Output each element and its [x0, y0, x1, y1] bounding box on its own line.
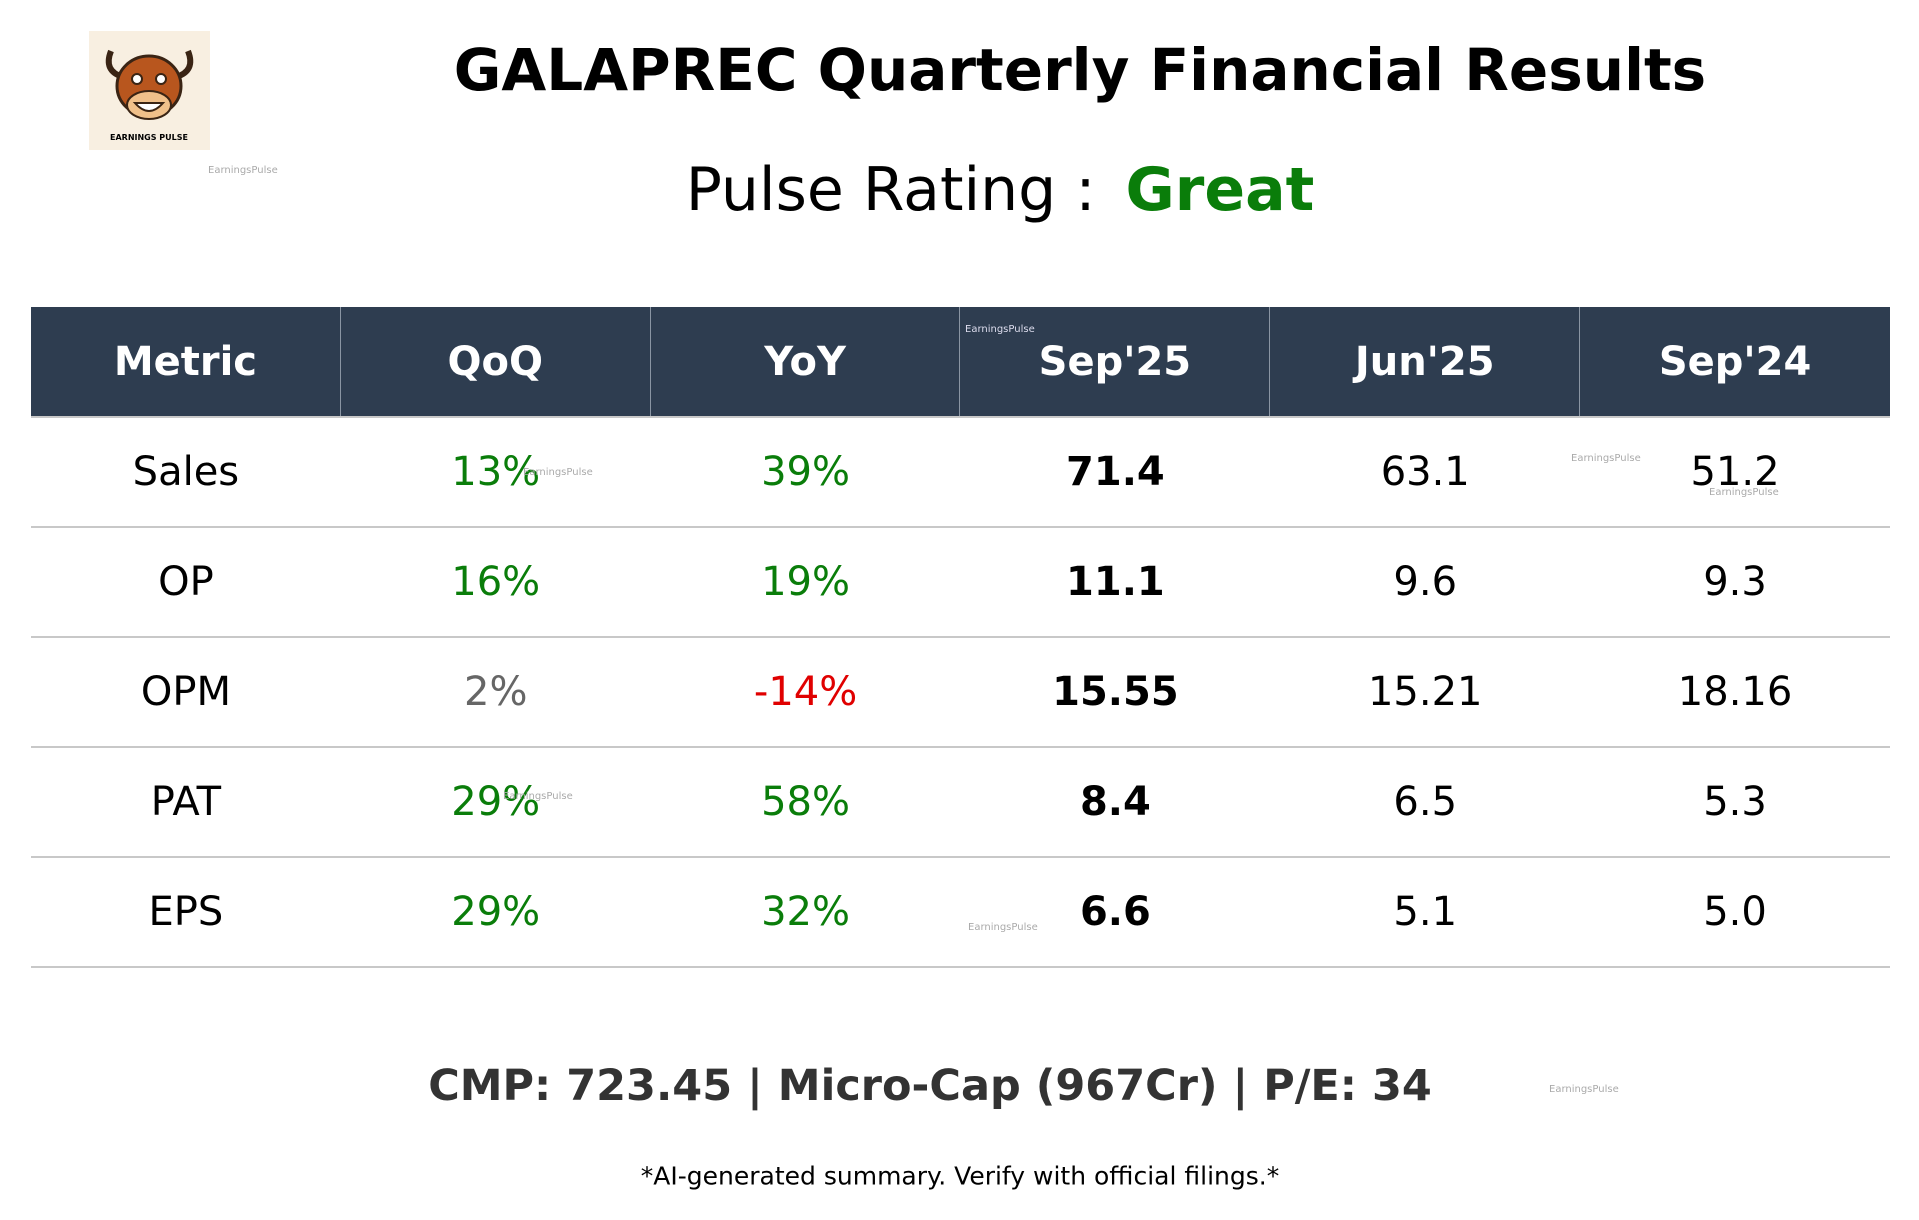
logo: EARNINGS PULSE	[89, 31, 210, 150]
value-cell: 9.3	[1703, 559, 1767, 605]
watermark: EarningsPulse	[1709, 487, 1779, 498]
summary: CMP: 723.45 | Micro-Cap (967Cr) | P/E: 3…	[428, 1061, 1432, 1111]
header-cell: QoQ	[340, 307, 651, 416]
change-cell: 39%	[761, 449, 851, 495]
table-row: EPS 29% 32% 6.6 5.1 5.0	[31, 858, 1890, 966]
row-divider	[31, 966, 1890, 968]
value-cell: 5.1	[1393, 889, 1458, 935]
value-cell: 11.1	[1066, 559, 1165, 605]
disclaimer: *AI-generated summary. Verify with offic…	[640, 1161, 1280, 1191]
value-cell: 5.0	[1703, 889, 1767, 935]
logo-text: EARNINGS PULSE	[110, 133, 188, 142]
header-row: Metric QoQ YoY Sep'25 Jun'25 Sep'24	[31, 307, 1890, 416]
rating-line: Pulse Rating : Great	[686, 155, 1315, 225]
metric-cell: Sales	[132, 449, 240, 495]
watermark: EarningsPulse	[1571, 453, 1641, 464]
metric-cell: OP	[158, 559, 214, 605]
watermark: EarningsPulse	[523, 467, 593, 478]
watermark: EarningsPulse	[208, 165, 278, 176]
metric-cell: EPS	[148, 889, 224, 935]
row-divider	[31, 526, 1890, 528]
row-divider	[31, 636, 1890, 638]
value-cell: 8.4	[1079, 779, 1151, 825]
change-cell: 29%	[451, 779, 541, 825]
value-cell: 15.55	[1052, 669, 1179, 715]
value-cell: 6.5	[1393, 779, 1458, 825]
value-cell: 51.2	[1690, 449, 1780, 495]
results-table: Metric QoQ YoY Sep'25 Jun'25 Sep'24 Sales 13% 39…	[31, 307, 1890, 968]
change-cell: 2%	[464, 669, 528, 715]
row-divider	[31, 416, 1890, 418]
header-cell: Metric	[31, 307, 341, 416]
watermark: EarningsPulse	[503, 791, 573, 802]
value-cell: 15.21	[1367, 669, 1483, 715]
value-cell: 6.6	[1079, 889, 1151, 935]
logo-image: EARNINGS PULSE	[105, 49, 194, 142]
watermark: EarningsPulse	[968, 922, 1038, 933]
metric-cell: OPM	[140, 669, 231, 715]
change-cell: -14%	[753, 669, 858, 715]
table-row: PAT 29% 58% 8.4 6.5 5.3	[31, 748, 1890, 856]
value-cell: 63.1	[1380, 449, 1470, 495]
metric-cell: PAT	[150, 779, 222, 825]
change-cell: 58%	[761, 779, 851, 825]
watermark: EarningsPulse	[965, 324, 1035, 335]
header-cell: Jun'25	[1270, 307, 1581, 416]
change-cell: 16%	[451, 559, 541, 605]
change-cell: 32%	[761, 889, 851, 935]
table-row: Sales 13% 39% 71.4 63.1 51.2	[31, 418, 1890, 526]
value-cell: 9.6	[1393, 559, 1458, 605]
row-divider	[31, 746, 1890, 748]
table-row: OPM 2% -14% 15.55 15.21 18.16	[31, 638, 1890, 746]
rating-label: Pulse Rating :	[685, 155, 1096, 225]
change-cell: 19%	[761, 559, 851, 605]
value-cell: 71.4	[1066, 449, 1165, 495]
header-cell: YoY	[650, 307, 961, 416]
rating-value: Great	[1125, 155, 1315, 225]
header-cell: Sep'25	[960, 307, 1271, 416]
change-cell: 29%	[451, 889, 541, 935]
header-cell: Sep'24	[1580, 307, 1890, 416]
value-cell: 5.3	[1703, 779, 1767, 825]
table-row: OP 16% 19% 11.1 9.6 9.3	[31, 528, 1890, 636]
row-divider	[31, 856, 1890, 858]
title: GALAPREC Quarterly Financial Results	[453, 36, 1707, 104]
watermark: EarningsPulse	[1549, 1084, 1619, 1095]
value-cell: 18.16	[1677, 669, 1793, 715]
change-cell: 13%	[451, 449, 541, 495]
